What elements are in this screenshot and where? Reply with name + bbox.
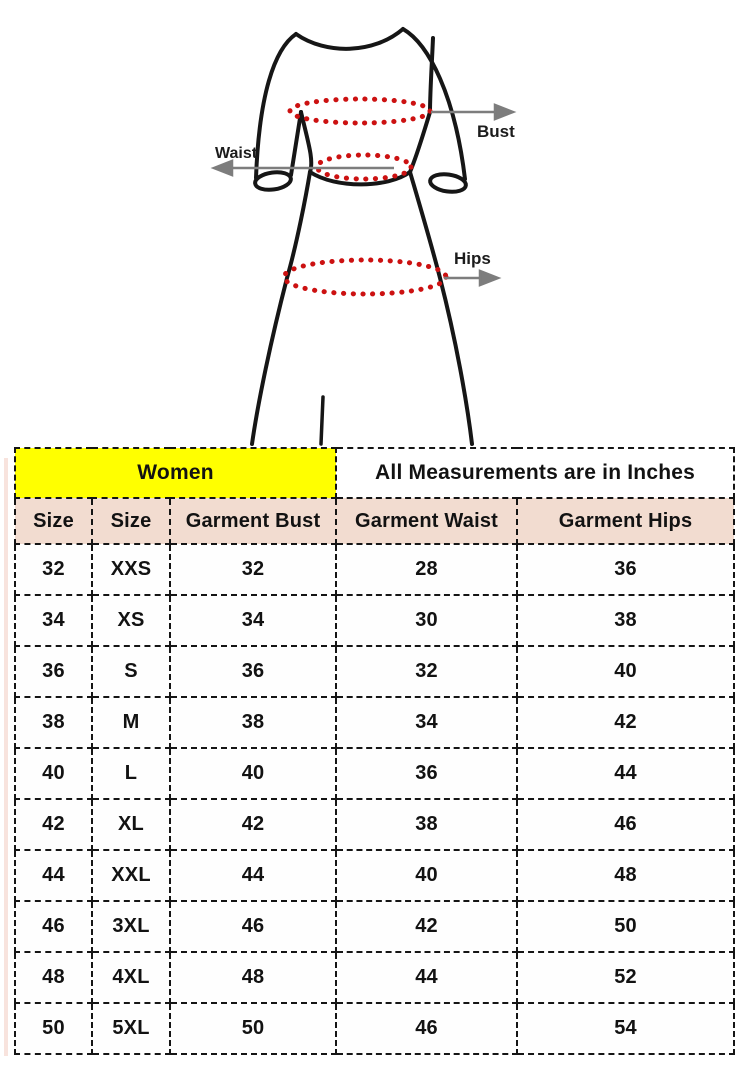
garment-waist-cell: 46 [335,1002,519,1055]
garment-bust-cell: 44 [168,849,338,902]
skirt-center-slit [319,395,325,446]
table-row: 40 L 40 36 44 [14,747,736,800]
dress-body-left [250,110,314,446]
col-header-size-letter: Size [91,497,171,545]
garment-hips-cell: 42 [516,696,736,749]
table-row: 44 XXL 44 40 48 [14,849,736,902]
table-row: 34 XS 34 30 38 [14,594,736,647]
bust-label: Bust [477,122,515,141]
size-number-cell: 38 [14,696,93,749]
garment-bust-cell: 36 [168,645,338,698]
size-number-cell: 42 [14,798,93,851]
dress-waist-seam [308,170,412,187]
group-header-row: Women All Measurements are in Inches [13,447,736,499]
garment-bust-cell: 32 [168,543,338,596]
col-header-size-number: Size [14,497,93,545]
size-letter-cell: M [91,696,171,749]
waist-label: Waist [215,145,258,162]
dress-left-sleeve-seam [289,110,303,177]
garment-hips-cell: 38 [516,594,736,647]
garment-bust-cell: 34 [168,594,338,647]
right-cuff [428,172,468,194]
size-table-body: 32 XXS 32 28 36 34 XS 34 30 38 36 S 36 32 40 38 M 38 34 42 4… [14,543,736,1055]
table-row: 50 5XL 50 46 54 [14,1002,736,1055]
table-row: 42 XL 42 38 46 [14,798,736,851]
garment-bust-cell: 40 [168,747,338,800]
size-letter-cell: XXS [91,543,171,596]
garment-hips-cell: 50 [516,900,736,953]
table-row: 46 3XL 46 42 50 [14,900,736,953]
col-header-garment-waist: Garment Waist [335,497,519,545]
table-row: 32 XXS 32 28 36 [14,543,736,596]
col-header-garment-hips: Garment Hips [516,497,736,545]
dress-neckline [294,27,405,51]
garment-bust-cell: 48 [168,951,338,1004]
size-number-cell: 48 [14,951,93,1004]
size-number-cell: 34 [14,594,93,647]
size-letter-cell: 4XL [91,951,171,1004]
table-row: 36 S 36 32 40 [14,645,736,698]
size-table: Women All Measurements are in Inches Siz… [13,447,736,1055]
size-letter-cell: 3XL [91,900,171,953]
garment-bust-cell: 42 [168,798,338,851]
women-header: Women [13,447,338,499]
garment-waist-cell: 44 [335,951,519,1004]
hips-arrow-head [478,269,502,287]
dress-right-shoulder-seam [428,36,435,114]
waist-measure-ellipse [314,152,414,182]
garment-hips-cell: 40 [516,645,736,698]
col-header-garment-bust: Garment Bust [168,497,338,545]
garment-waist-cell: 36 [335,747,519,800]
garment-hips-cell: 54 [516,1002,736,1055]
table-row: 48 4XL 48 44 52 [14,951,736,1004]
size-number-cell: 44 [14,849,93,902]
size-letter-cell: S [91,645,171,698]
size-letter-cell: XS [91,594,171,647]
garment-waist-cell: 38 [335,798,519,851]
garment-bust-cell: 50 [168,1002,338,1055]
size-number-cell: 50 [14,1002,93,1055]
size-number-cell: 32 [14,543,93,596]
size-number-cell: 40 [14,747,93,800]
size-letter-cell: 5XL [91,1002,171,1055]
units-header: All Measurements are in Inches [335,447,736,499]
garment-bust-cell: 38 [168,696,338,749]
garment-waist-cell: 34 [335,696,519,749]
waist-arrow-head [210,159,234,177]
garment-hips-cell: 44 [516,747,736,800]
size-letter-cell: XXL [91,849,171,902]
column-header-row: Size Size Garment Bust Garment Waist Gar… [14,497,736,545]
size-letter-cell: XL [91,798,171,851]
dress-right-sleeve-outline [401,27,467,181]
dress-measurement-diagram: Bust Waist Hips [210,27,517,446]
left-cuff [253,170,293,192]
garment-waist-cell: 42 [335,900,519,953]
garment-waist-cell: 30 [335,594,519,647]
left-edge-accent [4,458,8,1056]
dress-body-right [408,110,474,446]
garment-hips-cell: 36 [516,543,736,596]
garment-hips-cell: 52 [516,951,736,1004]
bust-arrow-head [493,103,517,121]
garment-waist-cell: 32 [335,645,519,698]
bust-measure-ellipse [287,96,433,126]
size-number-cell: 46 [14,900,93,953]
dress-left-sleeve-outline [254,32,298,180]
garment-hips-cell: 46 [516,798,736,851]
garment-waist-cell: 40 [335,849,519,902]
table-row: 38 M 38 34 42 [14,696,736,749]
garment-hips-cell: 48 [516,849,736,902]
size-letter-cell: L [91,747,171,800]
size-number-cell: 36 [14,645,93,698]
garment-bust-cell: 46 [168,900,338,953]
garment-waist-cell: 28 [335,543,519,596]
hips-label: Hips [454,249,491,268]
hips-measure-ellipse [281,257,449,297]
